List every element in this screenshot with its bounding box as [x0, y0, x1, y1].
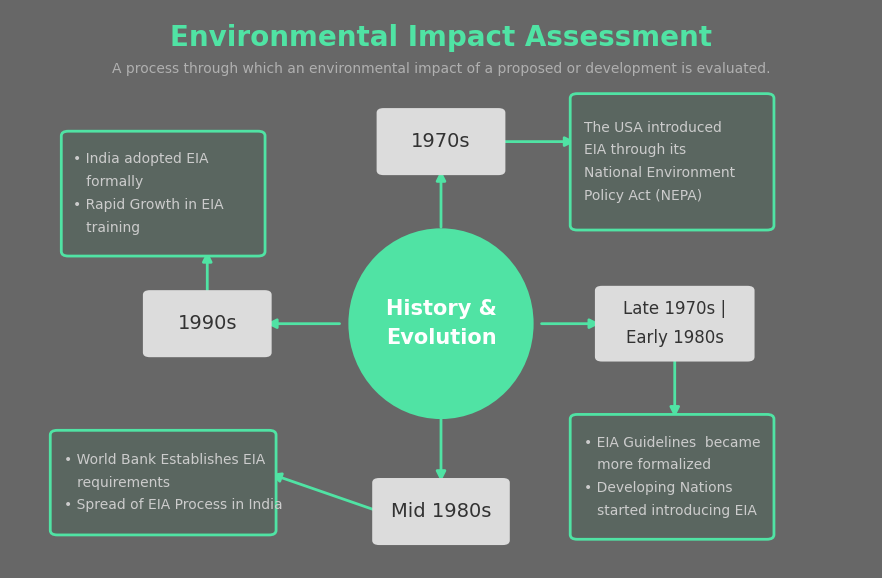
Text: Environmental Impact Assessment: Environmental Impact Assessment [170, 24, 712, 51]
Text: • World Bank Establishes EIA
   requirements
• Spread of EIA Process in India: • World Bank Establishes EIA requirement… [64, 453, 282, 513]
Ellipse shape [348, 228, 534, 419]
FancyBboxPatch shape [377, 108, 505, 175]
FancyBboxPatch shape [570, 414, 774, 539]
FancyBboxPatch shape [143, 290, 272, 357]
Text: Late 1970s |
Early 1980s: Late 1970s | Early 1980s [624, 300, 726, 347]
Text: 1990s: 1990s [177, 314, 237, 333]
FancyBboxPatch shape [570, 94, 774, 230]
FancyBboxPatch shape [372, 478, 510, 545]
Text: 1970s: 1970s [411, 132, 471, 151]
Text: A process through which an environmental impact of a proposed or development is : A process through which an environmental… [112, 62, 770, 76]
Text: Mid 1980s: Mid 1980s [391, 502, 491, 521]
Text: The USA introduced
EIA through its
National Environment
Policy Act (NEPA): The USA introduced EIA through its Natio… [584, 121, 735, 203]
Text: History &
Evolution: History & Evolution [385, 299, 497, 349]
FancyBboxPatch shape [594, 286, 754, 362]
FancyBboxPatch shape [50, 430, 276, 535]
FancyBboxPatch shape [62, 131, 265, 256]
Text: • EIA Guidelines  became
   more formalized
• Developing Nations
   started intr: • EIA Guidelines became more formalized … [584, 436, 760, 518]
Text: • India adopted EIA
   formally
• Rapid Growth in EIA
   training: • India adopted EIA formally • Rapid Gro… [73, 153, 224, 235]
